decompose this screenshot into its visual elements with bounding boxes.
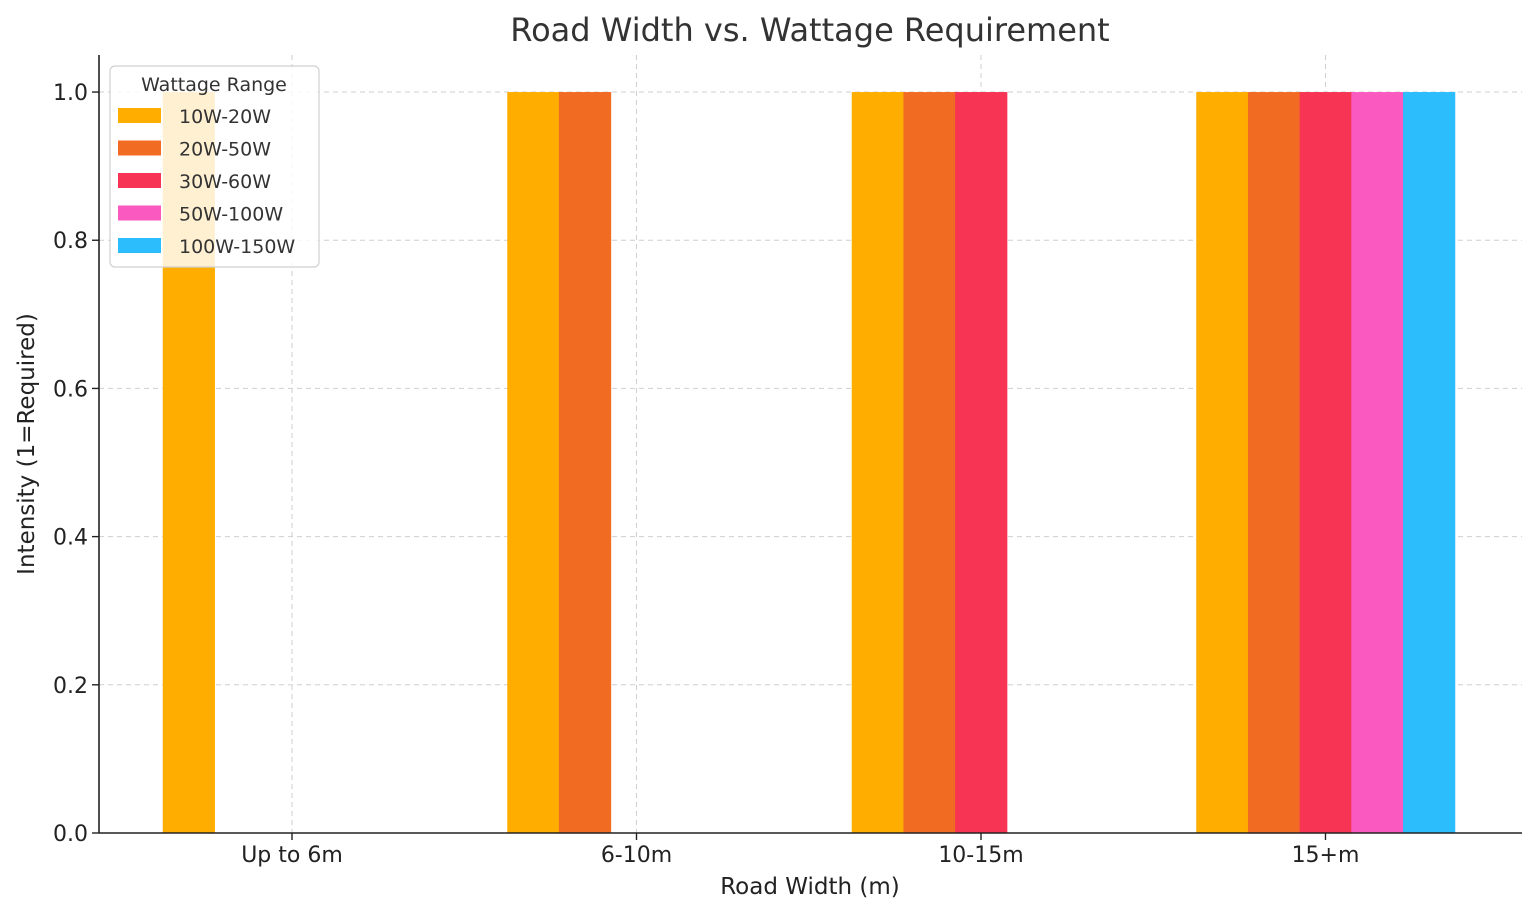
y-tick-label: 0.2 (53, 674, 88, 699)
x-tick-label: 10-15m (938, 843, 1023, 868)
bars (162, 92, 1456, 834)
x-tick-label: 15+m (1292, 843, 1360, 868)
bar (1403, 92, 1456, 834)
bar (1247, 92, 1301, 834)
bar (1196, 92, 1249, 834)
legend-swatch (118, 238, 161, 253)
x-tick-label: 6-10m (601, 843, 672, 868)
legend-label: 10W-20W (179, 106, 271, 128)
legend-label: 30W-60W (179, 171, 271, 193)
legend-swatch (118, 205, 161, 221)
legend-swatch (118, 140, 161, 156)
legend-items: 10W-20W 20W-50W 30W-60W 50W-100W 100W-150W (118, 106, 295, 258)
y-tick-label: 0.8 (53, 229, 88, 254)
ticks: 0.0 0.2 0.4 0.6 0.8 1.0 Up to 6m 6-10m 10-15m 15+… (53, 81, 1359, 868)
legend-swatch (118, 108, 161, 123)
bar (507, 92, 560, 834)
legend-box (109, 65, 320, 268)
legend-label: 50W-100W (179, 204, 283, 226)
y-axis-label: Intensity (1=Required) (14, 313, 40, 575)
bar (558, 92, 612, 834)
bar (903, 92, 956, 834)
x-axis-label: Road Width (m) (720, 874, 900, 900)
bar (955, 92, 1008, 834)
bar (1299, 92, 1352, 834)
legend-swatch (118, 173, 161, 188)
y-tick-label: 0.0 (53, 822, 88, 847)
bar (1351, 92, 1404, 834)
x-tick-label: Up to 6m (241, 843, 343, 868)
legend-label: 20W-50W (179, 139, 271, 161)
legend-title: Wattage Range (141, 74, 287, 96)
chart-title: Road Width vs. Wattage Requirement (510, 11, 1109, 49)
y-tick-label: 0.6 (53, 377, 88, 402)
bar (851, 92, 904, 834)
axes (98, 55, 1522, 834)
y-tick-label: 1.0 (53, 81, 88, 106)
legend-label: 100W-150W (179, 236, 295, 258)
legend: Wattage Range 10W-20W 20W-50W 30W-60W 50W-1… (109, 65, 320, 268)
y-tick-label: 0.4 (53, 526, 88, 551)
